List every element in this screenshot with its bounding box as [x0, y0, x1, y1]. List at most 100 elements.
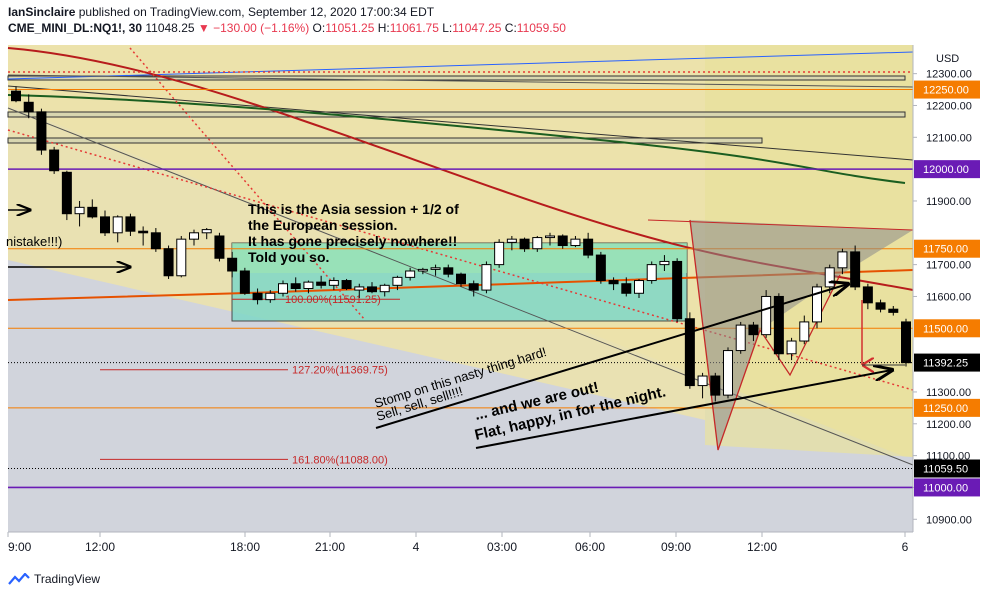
candle-body[interactable] — [214, 235, 225, 259]
candle-body[interactable] — [392, 276, 403, 286]
candle-body[interactable] — [227, 257, 238, 272]
candle-body[interactable] — [634, 280, 644, 294]
candle-body[interactable] — [74, 206, 85, 215]
price-label-text: 11392.25 — [923, 358, 968, 370]
candle-body[interactable] — [100, 216, 110, 234]
candle-body[interactable] — [405, 270, 416, 278]
harmonic-pattern[interactable] — [690, 220, 913, 450]
candle-body[interactable] — [812, 286, 822, 323]
candle-body[interactable] — [468, 283, 479, 291]
candle-body[interactable] — [786, 340, 797, 355]
candle-body[interactable] — [583, 238, 594, 256]
candle-body[interactable] — [150, 232, 161, 250]
candle-body[interactable] — [672, 260, 683, 320]
footer-brand[interactable]: TradingView — [8, 570, 100, 588]
candle-body[interactable] — [684, 318, 695, 387]
fib-label: 100.00%(11591.25) — [285, 294, 381, 306]
candle-body[interactable] — [532, 237, 543, 250]
candle-body[interactable] — [430, 267, 441, 270]
price-label-text: 11500.00 — [923, 323, 968, 335]
candle-body[interactable] — [367, 286, 377, 293]
time-axis[interactable] — [0, 532, 913, 560]
grey-trendline[interactable] — [7, 74, 914, 88]
candle-body[interactable] — [875, 302, 886, 310]
candle-body[interactable] — [87, 206, 98, 218]
candle-body[interactable] — [481, 264, 492, 291]
price-label-box[interactable] — [914, 80, 980, 99]
candle-body[interactable] — [646, 264, 657, 282]
candle-body[interactable] — [290, 283, 301, 290]
candle-body[interactable] — [494, 241, 505, 266]
candle-body[interactable] — [112, 216, 123, 234]
currency-label: USD — [936, 53, 959, 65]
candle-body[interactable] — [265, 292, 276, 301]
price-label-box[interactable] — [914, 239, 980, 258]
candle-body[interactable] — [888, 308, 899, 313]
footer-brand-label: TradingView — [34, 572, 101, 586]
price-label-box[interactable] — [914, 398, 980, 417]
blue-trendline[interactable] — [7, 51, 914, 80]
price-tick-label: 12200.00 — [926, 100, 972, 112]
candle-body[interactable] — [316, 281, 327, 286]
candle-body[interactable] — [862, 286, 873, 304]
candle-body[interactable] — [354, 286, 365, 291]
candle-body[interactable] — [36, 111, 47, 151]
candle-body[interactable] — [443, 267, 454, 275]
time-tick-label: 12:00 — [85, 540, 115, 554]
candle-body[interactable] — [138, 230, 149, 234]
price-axis[interactable] — [913, 45, 987, 532]
candle-body[interactable] — [201, 229, 212, 234]
candle-body[interactable] — [799, 321, 810, 342]
candlestick-series[interactable] — [11, 86, 911, 402]
candle-body[interactable] — [61, 171, 72, 215]
candle-body[interactable] — [735, 324, 746, 352]
candle-body[interactable] — [49, 149, 60, 172]
candle-body[interactable] — [557, 235, 568, 247]
candle-body[interactable] — [710, 375, 721, 396]
arrow-out — [475, 370, 892, 449]
candle-body[interactable] — [11, 90, 21, 102]
candle-body[interactable] — [608, 280, 619, 285]
candle-body[interactable] — [837, 251, 848, 269]
candle-body[interactable] — [328, 280, 339, 286]
symbol-label[interactable]: CME_MINI_DL:NQ1!, 30 — [8, 21, 143, 35]
price-label-box[interactable] — [914, 459, 980, 478]
candle-body[interactable] — [697, 375, 708, 387]
candle-body[interactable] — [748, 324, 759, 336]
candle-body[interactable] — [125, 216, 136, 232]
candle-body[interactable] — [519, 238, 530, 250]
candle-body[interactable] — [506, 238, 517, 243]
candle-body[interactable] — [239, 270, 250, 294]
candle-body[interactable] — [723, 350, 733, 396]
candle-body[interactable] — [761, 295, 772, 336]
price-label-text: 12000.00 — [923, 164, 969, 176]
candle-body[interactable] — [417, 268, 428, 272]
mistake-note: nistake!!!) — [6, 234, 62, 249]
upper-channel[interactable] — [7, 85, 914, 161]
candle-body[interactable] — [379, 284, 390, 293]
price-label-box[interactable] — [914, 353, 980, 372]
candle-body[interactable] — [163, 248, 174, 277]
candle-body[interactable] — [595, 254, 606, 282]
candle-body[interactable] — [176, 238, 187, 277]
candle-body[interactable] — [189, 232, 199, 240]
candle-body[interactable] — [252, 292, 263, 301]
price-label-box[interactable] — [914, 160, 980, 179]
candle-body[interactable] — [341, 280, 352, 289]
candle-body[interactable] — [278, 283, 288, 294]
publisher-name[interactable]: IanSinclaire — [8, 5, 76, 19]
candle-body[interactable] — [824, 267, 835, 288]
candle-body[interactable] — [659, 260, 670, 266]
candle-body[interactable] — [850, 251, 861, 288]
candle-body[interactable] — [545, 235, 555, 239]
price-label-box[interactable] — [914, 478, 980, 497]
candle-body[interactable] — [23, 101, 34, 113]
candle-body[interactable] — [901, 321, 911, 364]
candle-body[interactable] — [773, 295, 784, 355]
candle-body[interactable] — [621, 283, 632, 294]
candle-body[interactable] — [456, 273, 466, 285]
candle-body[interactable] — [570, 238, 581, 247]
price-label-box[interactable] — [914, 319, 980, 338]
candle-body[interactable] — [303, 281, 314, 289]
